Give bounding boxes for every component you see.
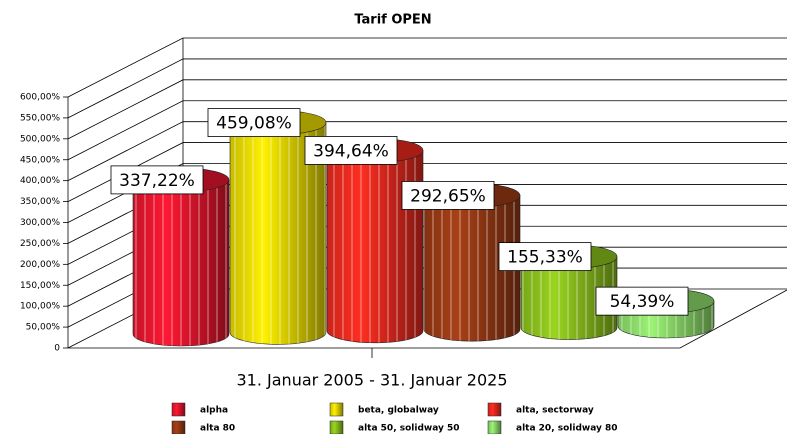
legend-swatch <box>487 420 502 435</box>
legend-swatch <box>487 402 502 417</box>
y-tick-label: 250,00% <box>20 239 60 249</box>
grid-line <box>67 100 787 161</box>
y-tick-label: 50,00% <box>26 323 61 333</box>
y-tick-label: 450,00% <box>20 155 60 165</box>
value-label-box <box>498 242 592 272</box>
chart-title: Tarif OPEN <box>354 13 431 28</box>
y-tick-label: 200,00% <box>20 260 60 270</box>
grid-line <box>67 121 787 182</box>
legend-label: alta 50, solidway 50 <box>358 424 460 434</box>
value-label: 459,08% <box>216 114 292 134</box>
floor-edge <box>68 289 787 349</box>
value-label: 394,64% <box>313 141 389 161</box>
value-label: 337,22% <box>119 171 195 191</box>
legend-swatch <box>329 420 344 435</box>
value-label-box <box>207 108 301 138</box>
y-tick-label: 550,00% <box>20 113 60 123</box>
y-tick-label: 150,00% <box>20 281 60 291</box>
bar-stripes <box>327 150 423 343</box>
legend-label: beta, globalway <box>358 406 439 416</box>
legend-label: alta, sectorway <box>516 406 594 416</box>
value-label-box <box>401 181 495 210</box>
legend-swatch <box>171 420 186 435</box>
legend-label: alta 20, solidway 80 <box>516 424 618 434</box>
legend-label: alpha <box>200 406 228 416</box>
y-tick-label: 400,00% <box>20 176 60 186</box>
bar-stripes <box>521 256 617 340</box>
grid-line <box>67 163 787 223</box>
value-label-box <box>595 286 689 316</box>
bar-stripes <box>424 195 520 342</box>
bar-stripes <box>230 122 326 345</box>
y-tick-label: 350,00% <box>20 197 60 207</box>
legend-swatch <box>329 402 344 417</box>
value-label: 292,65% <box>410 186 486 206</box>
value-label-box <box>304 136 398 165</box>
y-tick-label: 0 <box>54 344 60 354</box>
x-tick-label: 31. Januar 2005 - 31. Januar 2025 <box>237 371 508 390</box>
grid-line <box>67 79 787 140</box>
legend-label: alta 80 <box>200 424 235 434</box>
grid-line <box>67 58 787 119</box>
grid-line <box>67 37 787 98</box>
y-tick-label: 100,00% <box>20 302 60 312</box>
y-tick-label: 300,00% <box>20 218 60 228</box>
y-tick-label: 600,00% <box>20 93 60 103</box>
value-label-box <box>110 165 204 195</box>
legend-swatch <box>171 402 186 417</box>
grid-line <box>67 142 787 202</box>
value-label: 54,39% <box>610 292 675 312</box>
y-tick-label: 500,00% <box>20 134 60 144</box>
value-label: 155,33% <box>507 248 583 268</box>
bar-stripes <box>133 179 229 346</box>
